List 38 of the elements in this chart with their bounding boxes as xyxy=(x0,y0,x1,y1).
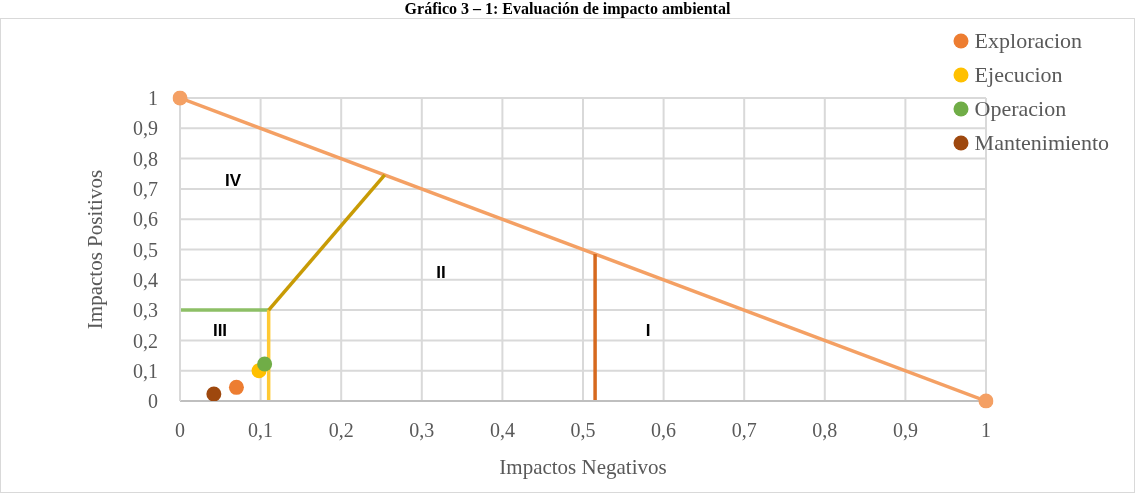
annotation: IV xyxy=(224,170,242,190)
annotation: II xyxy=(436,262,446,282)
y-tick-label: 0,2 xyxy=(133,329,158,352)
y-tick-label: 0,5 xyxy=(133,238,158,261)
x-tick-label: 0,4 xyxy=(489,419,515,442)
legend-label: Mantenimiento xyxy=(974,130,1109,156)
y-tick-label: 0 xyxy=(148,390,158,413)
x-tick-label: 0,5 xyxy=(570,419,596,442)
x-tick-label: 0,6 xyxy=(651,419,677,442)
point xyxy=(172,90,188,106)
x-tick-label: 0,2 xyxy=(328,419,354,442)
x-axis-title: Impactos Negativos xyxy=(499,455,667,479)
y-tick-label: 0,1 xyxy=(133,359,158,382)
y-tick-label: 0,8 xyxy=(133,147,158,170)
annotation: I xyxy=(645,320,651,340)
point xyxy=(978,393,994,409)
point xyxy=(257,356,273,372)
legend-label: Exploracion xyxy=(974,28,1083,54)
x-tick-label: 0,3 xyxy=(409,419,435,442)
y-tick-label: 0,6 xyxy=(133,208,158,231)
legend-label: Ejecucion xyxy=(974,62,1063,88)
legend-label: Operacion xyxy=(974,96,1067,122)
y-tick-label: 1 xyxy=(148,87,158,110)
x-tick-label: 0,1 xyxy=(248,419,274,442)
x-tick-label: 0 xyxy=(175,419,185,442)
y-tick-label: 0,7 xyxy=(133,178,158,200)
chart-title: Gráfico 3 – 1: Evaluación de impacto ambiental xyxy=(403,0,732,17)
x-tick-label: 0,9 xyxy=(892,419,918,442)
y-tick-label: 0,3 xyxy=(133,299,158,322)
point xyxy=(206,386,222,401)
y-tick-label: 0,9 xyxy=(133,117,158,140)
y-axis-title: Impactos Positivos xyxy=(83,169,107,330)
x-tick-label: 0,8 xyxy=(812,419,838,442)
point xyxy=(228,379,244,395)
y-tick-label: 0,4 xyxy=(133,268,158,291)
annotation: III xyxy=(212,320,228,340)
x-tick-label: 1 xyxy=(981,419,991,442)
x-tick-label: 0,7 xyxy=(731,419,757,442)
